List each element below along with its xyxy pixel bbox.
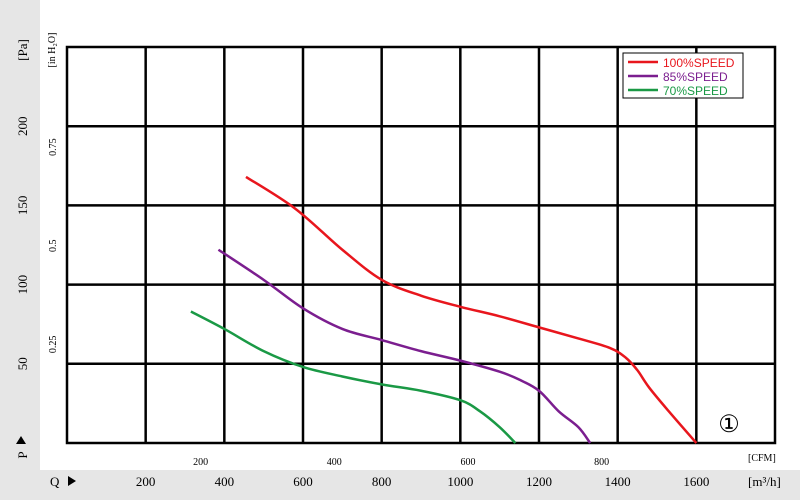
- legend: 100%SPEED 85%SPEED 70%SPEED: [622, 52, 744, 99]
- y-tick-label-inh2o: 0.5: [48, 239, 59, 252]
- x-tick-label: 600: [293, 474, 313, 489]
- x-tick-label-cfm: 400: [327, 457, 342, 468]
- x-tick-label: 1000: [447, 474, 473, 489]
- y-axis-arrow-icon: [16, 436, 26, 444]
- y-tick-label-inh2o: 0.75: [48, 138, 59, 156]
- y-tick-label: 100: [15, 275, 30, 295]
- x-tick-label: 1400: [605, 474, 631, 489]
- curves: [190, 175, 698, 444]
- x-tick-label-cfm: 600: [460, 457, 475, 468]
- x-tick-label: 1600: [683, 474, 709, 489]
- y-unit-label: [Pa]: [15, 39, 30, 61]
- x-axis-arrow-icon: [68, 476, 76, 486]
- x-tick-label: 400: [215, 474, 235, 489]
- series-line-85-speed: [217, 248, 592, 444]
- series-line-100-speed: [245, 175, 698, 444]
- y-tick-label-inh2o: 0.25: [48, 336, 59, 354]
- y-tick-label: 200: [15, 116, 30, 136]
- y-tick-label: 150: [15, 196, 30, 216]
- grid: [65, 45, 777, 445]
- x-tick-label: 800: [372, 474, 392, 489]
- x-tick-label: 1200: [526, 474, 552, 489]
- legend-label-70: 70%SPEED: [663, 84, 728, 98]
- y-axis-band: [0, 0, 40, 470]
- tick-labels: 200 400 600 800 1000 1200 1400 1600 50 100 150 200 2…: [15, 116, 709, 489]
- legend-label-85: 85%SPEED: [663, 70, 728, 84]
- legend-label-100: 100%SPEED: [663, 56, 735, 70]
- plot-border: [65, 45, 777, 445]
- y-unit-secondary-label: [in H₂O]: [47, 33, 58, 68]
- y-axis-label: P: [15, 451, 30, 458]
- x-tick-label-cfm: 800: [594, 457, 609, 468]
- curve-number-marker: ①: [718, 412, 740, 438]
- x-unit-label: [m³/h]: [748, 474, 781, 489]
- y-tick-label: 50: [15, 357, 30, 370]
- series-line-70-speed: [190, 310, 517, 444]
- x-tick-label: 200: [136, 474, 156, 489]
- x-axis-band: [0, 470, 800, 500]
- x-unit-secondary-label: [CFM]: [748, 453, 776, 464]
- x-tick-label-cfm: 200: [193, 457, 208, 468]
- x-axis-label: Q: [50, 474, 60, 489]
